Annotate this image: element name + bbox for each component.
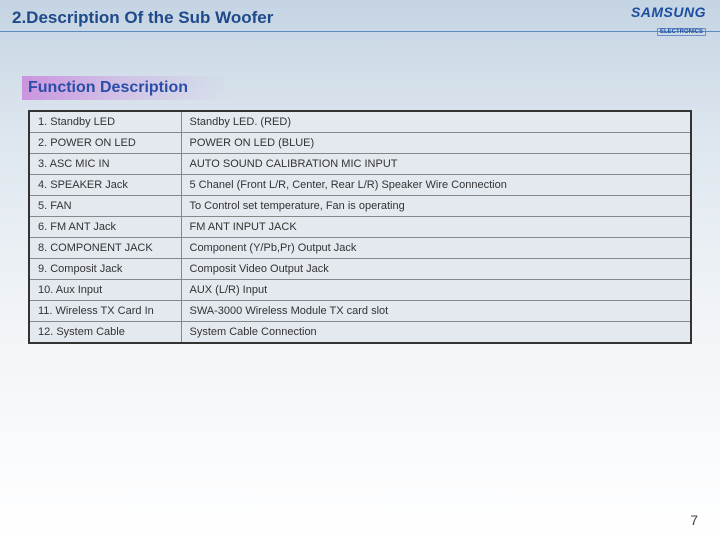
cell-desc: Standby LED. (RED) bbox=[181, 111, 691, 133]
table-row: 2. POWER ON LEDPOWER ON LED (BLUE) bbox=[29, 133, 691, 154]
function-table: 1. Standby LEDStandby LED. (RED) 2. POWE… bbox=[28, 110, 692, 344]
cell-item: 12. System Cable bbox=[29, 322, 181, 344]
logo-sub-text: ELECTRONICS bbox=[657, 28, 706, 36]
table-row: 10. Aux InputAUX (L/R) Input bbox=[29, 280, 691, 301]
cell-item: 5. FAN bbox=[29, 196, 181, 217]
cell-desc: AUTO SOUND CALIBRATION MIC INPUT bbox=[181, 154, 691, 175]
table-row: 1. Standby LEDStandby LED. (RED) bbox=[29, 111, 691, 133]
table-row: 12. System CableSystem Cable Connection bbox=[29, 322, 691, 344]
page-number: 7 bbox=[690, 512, 698, 528]
brand-logo: SAMSUNG ELECTRONICS bbox=[631, 4, 706, 38]
cell-item: 1. Standby LED bbox=[29, 111, 181, 133]
table-body: 1. Standby LEDStandby LED. (RED) 2. POWE… bbox=[29, 111, 691, 343]
table-row: 6. FM ANT JackFM ANT INPUT JACK bbox=[29, 217, 691, 238]
table-row: 3. ASC MIC INAUTO SOUND CALIBRATION MIC … bbox=[29, 154, 691, 175]
header-bar: 2.Description Of the Sub Woofer SAMSUNG … bbox=[0, 0, 720, 32]
cell-desc: SWA-3000 Wireless Module TX card slot bbox=[181, 301, 691, 322]
table-row: 11. Wireless TX Card InSWA-3000 Wireless… bbox=[29, 301, 691, 322]
cell-item: 8. COMPONENT JACK bbox=[29, 238, 181, 259]
cell-item: 11. Wireless TX Card In bbox=[29, 301, 181, 322]
subtitle-wrap: Function Description bbox=[22, 76, 228, 100]
cell-item: 2. POWER ON LED bbox=[29, 133, 181, 154]
cell-desc: AUX (L/R) Input bbox=[181, 280, 691, 301]
logo-main-text: SAMSUNG bbox=[631, 4, 706, 20]
table-row: 8. COMPONENT JACKComponent (Y/Pb,Pr) Out… bbox=[29, 238, 691, 259]
table-row: 9. Composit JackComposit Video Output Ja… bbox=[29, 259, 691, 280]
cell-desc: FM ANT INPUT JACK bbox=[181, 217, 691, 238]
cell-desc: Composit Video Output Jack bbox=[181, 259, 691, 280]
cell-desc: 5 Chanel (Front L/R, Center, Rear L/R) S… bbox=[181, 175, 691, 196]
page-title: 2.Description Of the Sub Woofer bbox=[12, 8, 273, 28]
cell-desc: To Control set temperature, Fan is opera… bbox=[181, 196, 691, 217]
section-subtitle: Function Description bbox=[22, 76, 228, 100]
cell-desc: System Cable Connection bbox=[181, 322, 691, 344]
cell-item: 4. SPEAKER Jack bbox=[29, 175, 181, 196]
cell-item: 9. Composit Jack bbox=[29, 259, 181, 280]
table-row: 5. FANTo Control set temperature, Fan is… bbox=[29, 196, 691, 217]
cell-item: 3. ASC MIC IN bbox=[29, 154, 181, 175]
cell-item: 6. FM ANT Jack bbox=[29, 217, 181, 238]
cell-desc: Component (Y/Pb,Pr) Output Jack bbox=[181, 238, 691, 259]
cell-item: 10. Aux Input bbox=[29, 280, 181, 301]
cell-desc: POWER ON LED (BLUE) bbox=[181, 133, 691, 154]
table-row: 4. SPEAKER Jack5 Chanel (Front L/R, Cent… bbox=[29, 175, 691, 196]
